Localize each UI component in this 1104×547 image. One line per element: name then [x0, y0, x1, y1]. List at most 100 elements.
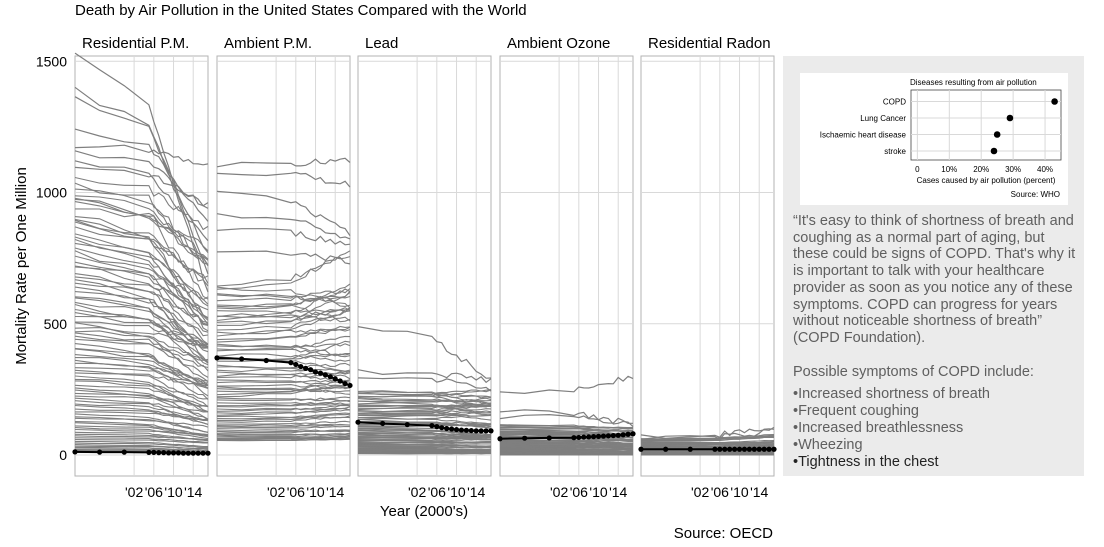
us-point	[731, 446, 738, 452]
world-country-line	[357, 427, 492, 436]
inset-category-label: Lung Cancer	[860, 114, 906, 123]
panel-title: Lead	[365, 35, 398, 52]
world-country-line	[216, 213, 351, 240]
world-country-line	[640, 441, 775, 444]
world-country-line	[499, 424, 634, 430]
world-country-line	[74, 327, 209, 348]
us-point	[746, 446, 752, 452]
world-country-line	[216, 435, 351, 439]
us-point	[404, 421, 410, 428]
world-country-line	[74, 182, 209, 260]
world-country-line	[74, 218, 209, 319]
world-country-line	[74, 431, 209, 442]
us-point	[610, 432, 616, 439]
world-country-line	[357, 404, 491, 407]
us-point	[298, 363, 304, 370]
world-country-line	[216, 397, 351, 403]
world-country-line	[499, 426, 634, 434]
world-country-line	[216, 343, 351, 358]
us-point	[288, 360, 294, 366]
us-point	[468, 427, 474, 434]
world-country-line	[216, 326, 351, 335]
us-point	[712, 446, 718, 452]
symptom-item: •Tightness in the chest	[793, 454, 939, 470]
x-tick-label: '10	[589, 484, 607, 500]
world-country-line	[641, 442, 775, 446]
world-country-line	[357, 418, 492, 430]
us-point	[478, 428, 484, 434]
inset-chart: Diseases resulting from air pollution 0 10…	[800, 73, 1068, 205]
world-country-line	[216, 412, 351, 420]
panel-ambient-ozone	[497, 55, 636, 477]
world-country-line	[216, 228, 351, 246]
world-country-line	[357, 417, 492, 426]
world-country-line	[74, 166, 209, 207]
panel-ambient-p-m	[214, 55, 353, 477]
world-country-line	[499, 375, 634, 395]
world-country-line	[74, 338, 209, 361]
world-country-line	[74, 208, 209, 252]
world-country-line	[74, 375, 209, 413]
world-country-line	[74, 387, 209, 420]
world-country-line	[74, 308, 209, 362]
world-country-line	[74, 389, 209, 421]
inset-x-tick: 20%	[973, 165, 989, 174]
us-point	[581, 434, 587, 440]
world-country-line	[640, 428, 775, 441]
x-tick-label: '02	[267, 484, 285, 500]
world-country-line	[74, 238, 209, 307]
us-point	[180, 450, 186, 456]
us-point	[600, 433, 607, 439]
us-point	[72, 449, 78, 455]
us-point	[522, 435, 528, 441]
y-axis-label: Mortality Rate per One Million	[13, 167, 30, 365]
inset-title: Diseases resulting from air pollution	[910, 78, 1037, 87]
world-country-line	[357, 408, 492, 415]
us-point	[195, 450, 201, 456]
symptom-item: •Wheezing	[793, 437, 863, 453]
world-country-line	[74, 266, 209, 345]
us-point	[146, 449, 152, 455]
world-country-line	[357, 389, 492, 396]
symptom-item: •Increased breathlessness	[793, 420, 964, 436]
panel-residential-p-m	[72, 52, 211, 477]
panel-frame	[499, 55, 634, 477]
us-point	[97, 449, 103, 455]
symptoms-list: •Increased shortness of breath •Frequent…	[793, 386, 990, 471]
inset-point	[990, 147, 998, 155]
world-country-line	[499, 443, 634, 449]
world-country-line	[216, 290, 351, 326]
us-point	[488, 428, 494, 434]
world-country-line	[74, 439, 208, 444]
world-country-line	[216, 313, 351, 323]
world-country-line	[216, 429, 351, 432]
world-country-line	[74, 216, 209, 325]
y-tick-label: 1500	[36, 53, 67, 69]
world-country-line	[216, 335, 351, 352]
world-country-line	[499, 447, 634, 450]
world-country-line	[74, 446, 209, 452]
world-country-line	[216, 190, 351, 237]
us-point	[327, 374, 333, 380]
world-country-line	[74, 380, 209, 400]
source-label: Source: OECD	[674, 525, 773, 542]
world-country-line	[216, 157, 351, 168]
world-country-line	[357, 392, 492, 408]
world-country-line	[358, 447, 492, 451]
world-country-line	[499, 434, 634, 442]
us-point	[170, 450, 177, 456]
world-country-line	[74, 335, 209, 378]
world-country-line	[216, 304, 351, 322]
us-point	[615, 432, 621, 438]
world-country-line	[74, 96, 209, 253]
us-point	[322, 372, 328, 378]
us-point	[312, 369, 319, 375]
us-point	[483, 428, 489, 434]
world-country-line	[74, 279, 209, 364]
world-country-line	[499, 440, 634, 447]
us-point	[497, 436, 503, 442]
inset-x-tick: 30%	[1005, 165, 1021, 174]
world-country-line	[216, 425, 351, 429]
world-country-line	[74, 378, 209, 413]
